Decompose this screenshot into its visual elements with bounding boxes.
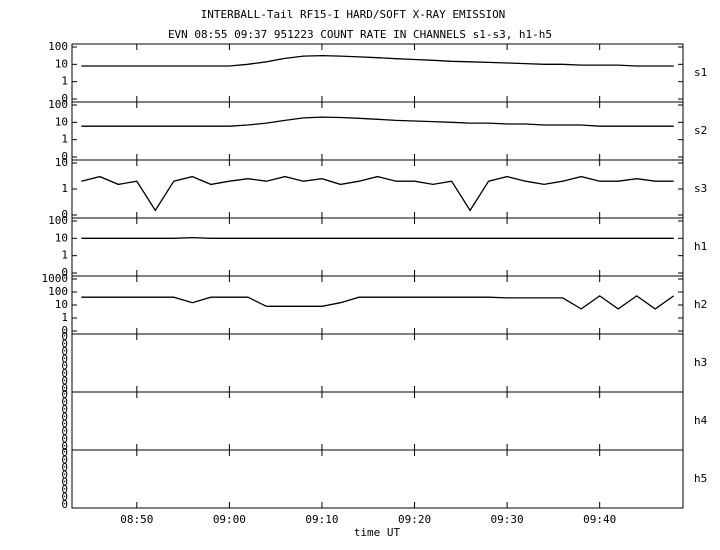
y-tick-label: 0 xyxy=(61,446,68,459)
panel-frame xyxy=(71,333,684,393)
y-tick-label: 0 xyxy=(61,324,68,337)
y-tick-label: 0 xyxy=(61,345,68,358)
y-tick-label: 0 xyxy=(61,440,68,453)
y-tick-label: 0 xyxy=(61,367,68,380)
x-tick-label: 09:20 xyxy=(398,513,431,526)
y-tick-label: 0 xyxy=(61,382,68,395)
data-line xyxy=(81,236,674,239)
y-tick-label: 0 xyxy=(61,388,68,401)
y-tick-label: 10 xyxy=(55,156,68,169)
x-tick-label: 09:30 xyxy=(491,513,524,526)
chart-title: INTERBALL-Tail RF15-I HARD/SOFT X-RAY EM… xyxy=(201,8,506,21)
y-tick-label: 0 xyxy=(61,352,68,365)
data-line xyxy=(81,54,674,67)
y-tick-label: 0 xyxy=(61,208,68,221)
data-line xyxy=(81,175,674,212)
y-tick-label: 100 xyxy=(48,285,68,298)
panel-label: h4 xyxy=(694,414,708,427)
y-tick-label: 10 xyxy=(55,115,68,128)
y-tick-label: 0 xyxy=(61,483,68,496)
panel-frame xyxy=(71,275,684,335)
y-tick-label: 0 xyxy=(61,337,68,350)
x-tick-label: 08:50 xyxy=(120,513,153,526)
y-tick-label: 0 xyxy=(61,360,68,373)
y-tick-label: 0 xyxy=(61,330,68,343)
y-tick-label: 1 xyxy=(61,182,68,195)
panel-label: h1 xyxy=(694,240,707,253)
y-tick-label: 100 xyxy=(48,40,68,53)
y-tick-label: 1 xyxy=(61,311,68,324)
y-tick-label: 1 xyxy=(61,133,68,146)
panel-frame xyxy=(71,449,684,509)
x-axis-label: time UT xyxy=(354,526,401,539)
panel-label: h3 xyxy=(694,356,707,369)
x-tick-label: 09:00 xyxy=(213,513,246,526)
y-tick-label: 0 xyxy=(61,491,68,504)
y-tick-label: 0 xyxy=(61,468,68,481)
data-line xyxy=(81,116,674,127)
y-tick-label: 100 xyxy=(48,98,68,111)
x-tick-label: 09:40 xyxy=(583,513,616,526)
panel-frame xyxy=(71,101,684,161)
y-tick-label: 10 xyxy=(55,231,68,244)
panel-frame xyxy=(71,159,684,219)
y-tick-label: 0 xyxy=(61,150,68,163)
y-tick-label: 0 xyxy=(61,403,68,416)
y-tick-label: 0 xyxy=(61,476,68,489)
panel-label: h5 xyxy=(694,472,707,485)
y-tick-label: 0 xyxy=(61,453,68,466)
y-tick-label: 0 xyxy=(61,375,68,388)
y-tick-label: 0 xyxy=(61,498,68,511)
y-tick-label: 1 xyxy=(61,75,68,88)
y-tick-label: 0 xyxy=(61,266,68,279)
y-tick-label: 1000 xyxy=(42,272,69,285)
panel-label: s3 xyxy=(694,182,707,195)
y-tick-label: 100 xyxy=(48,214,68,227)
y-tick-label: 0 xyxy=(61,418,68,431)
chart-subtitle: EVN 08:55 09:37 951223 COUNT RATE IN CHA… xyxy=(168,28,552,41)
panel-label: h2 xyxy=(694,298,707,311)
y-tick-label: 0 xyxy=(61,461,68,474)
panel-frame xyxy=(71,217,684,277)
y-tick-label: 0 xyxy=(61,425,68,438)
y-tick-label: 10 xyxy=(55,57,68,70)
y-tick-label: 0 xyxy=(61,410,68,423)
panel-label: s1 xyxy=(694,66,707,79)
panel-label: s2 xyxy=(694,124,707,137)
y-tick-label: 0 xyxy=(61,395,68,408)
y-tick-label: 1 xyxy=(61,249,68,262)
x-tick-label: 09:10 xyxy=(305,513,338,526)
y-tick-label: 10 xyxy=(55,298,68,311)
panel-frame xyxy=(71,391,684,451)
y-tick-label: 0 xyxy=(61,92,68,105)
data-line xyxy=(81,295,675,310)
y-tick-label: 0 xyxy=(61,433,68,446)
panel-frame xyxy=(71,43,684,103)
